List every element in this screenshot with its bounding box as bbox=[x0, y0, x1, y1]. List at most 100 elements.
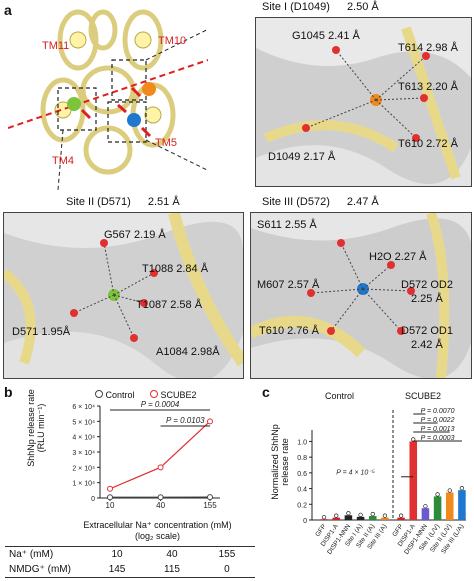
tm10-label: TM10 bbox=[158, 35, 187, 47]
site-i-label-5: D1049 2.17 Å bbox=[268, 151, 336, 163]
bar bbox=[445, 492, 454, 520]
site-i-label-1: G1045 2.41 Å bbox=[292, 30, 360, 42]
panel-b-letter: b bbox=[4, 384, 13, 400]
panel-b-ylabel: ShhNp release rate (RLU min⁻¹) bbox=[26, 389, 46, 467]
x-tick-label: 155 bbox=[203, 501, 217, 508]
site-ii-ion bbox=[67, 97, 81, 111]
replicate-point bbox=[358, 512, 363, 518]
x-tick-label: 10 bbox=[106, 501, 115, 508]
site-iii-label-3: M607 2.57 Å bbox=[257, 279, 320, 291]
replicate-point bbox=[398, 513, 404, 518]
y-tick-label: 1.0 bbox=[297, 439, 307, 446]
protein-overview-illustration bbox=[8, 9, 208, 190]
data-point bbox=[207, 494, 213, 501]
scube2-marker-icon bbox=[150, 390, 158, 398]
bar bbox=[433, 496, 442, 520]
panel-c-ylabel: Normalized ShhNp release rate bbox=[270, 424, 290, 500]
site-i-resolution: 2.50 Å bbox=[346, 1, 379, 13]
bar bbox=[421, 508, 430, 520]
site-i-inset: G1045 2.41 Å T614 2.98 Å T613 2.20 Å T61… bbox=[255, 17, 472, 187]
replicate-point bbox=[382, 513, 388, 518]
table-row: NMDG⁺ (mM) 145 115 0 bbox=[9, 564, 230, 575]
site-ii-title: Site II (D571) bbox=[66, 196, 131, 208]
bar bbox=[344, 515, 353, 520]
y-tick-label: 0 bbox=[303, 518, 307, 525]
group-label-scube2: SCUBE2 bbox=[405, 391, 442, 401]
replicate-point bbox=[321, 515, 327, 520]
pvalue-5: P = 0.0003 bbox=[421, 435, 455, 442]
x-tick-label: 40 bbox=[156, 501, 165, 508]
replicate-point bbox=[447, 488, 452, 493]
y-tick-label: 4 × 10⁴ bbox=[72, 435, 95, 442]
site-iii-resolution: 2.47 Å bbox=[346, 196, 379, 208]
y-tick-label: 5 × 10⁴ bbox=[72, 419, 95, 426]
bar bbox=[356, 516, 365, 520]
data-point bbox=[107, 494, 113, 501]
site-iii-label-2: H2O 2.27 Å bbox=[369, 251, 427, 263]
site-iii-title: Site III (D572) bbox=[262, 196, 330, 208]
bar bbox=[320, 519, 328, 520]
panel-b-xlabel: Extracellular Na⁺ concentration (mM) (lo… bbox=[83, 520, 232, 541]
site-ii-label-1: G567 2.19 Å bbox=[104, 229, 166, 241]
site-iii-label-5: 2.25 Å bbox=[411, 293, 443, 305]
legend-scube2: SCUBE2 bbox=[150, 390, 197, 400]
replicate-point bbox=[435, 492, 440, 497]
site-ii-inset: G567 2.19 Å T1088 2.84 Å T1087 2.58 Å D5… bbox=[3, 212, 244, 379]
y-tick-label: 0.2 bbox=[297, 502, 307, 509]
pvalue-1: P = 0.0004 bbox=[141, 400, 180, 409]
y-tick-label: 0 bbox=[91, 496, 95, 503]
site-iii-label-6: T610 2.76 Å bbox=[259, 325, 319, 337]
pvalue-4: P = 0.0013 bbox=[421, 426, 455, 433]
site-iii-label-7: D572 OD1 bbox=[401, 325, 453, 337]
bar bbox=[381, 517, 389, 520]
control-marker-icon bbox=[95, 390, 103, 398]
bar bbox=[397, 517, 405, 520]
y-tick-label: 1 × 10⁴ bbox=[72, 481, 95, 488]
table-row: Na⁺ (mM) 10 40 155 bbox=[9, 549, 236, 560]
site-ii-resolution: 2.51 Å bbox=[147, 196, 180, 208]
replicate-point bbox=[423, 504, 428, 509]
group-label-control: Control bbox=[325, 391, 355, 401]
pvalue-2: P = 0.0103 bbox=[166, 416, 205, 425]
normalized-release-chart: 00.20.40.60.81.0GFPDISP1-ADISP1-NNNSite … bbox=[297, 408, 466, 556]
y-tick-label: 6 × 10⁴ bbox=[72, 404, 95, 411]
site-iii-ion bbox=[127, 113, 141, 127]
site-ii-label-5: A1084 2.98Å bbox=[156, 346, 220, 358]
site-i-label-2: T614 2.98 Å bbox=[398, 42, 458, 54]
panel-a-letter: a bbox=[4, 2, 12, 18]
site-i-ion bbox=[142, 82, 156, 96]
tm4-label: TM4 bbox=[52, 155, 74, 167]
series-line-1 bbox=[109, 420, 211, 490]
y-tick-label: 0.8 bbox=[297, 455, 307, 462]
site-iii-label-1: S611 2.55 Å bbox=[257, 219, 317, 231]
pvalue-2: P = 0.0070 bbox=[421, 408, 455, 415]
pvalue-3: P = 0.0022 bbox=[421, 417, 455, 424]
bar bbox=[409, 441, 418, 520]
site-iii-label-4: D572 OD2 bbox=[401, 279, 453, 291]
bar bbox=[458, 490, 466, 520]
replicate-point bbox=[459, 485, 465, 491]
site-ii-label-2: T1088 2.84 Å bbox=[142, 263, 209, 275]
y-tick-label: 3 × 10⁴ bbox=[72, 450, 95, 457]
site-iii-inset: S611 2.55 Å H2O 2.27 Å M607 2.57 Å D572 … bbox=[250, 212, 472, 379]
site-i-label-4: T610 2.72 Å bbox=[398, 138, 458, 150]
y-tick-label: 0.6 bbox=[297, 471, 307, 478]
replicate-point bbox=[334, 513, 339, 518]
replicate-point bbox=[370, 511, 375, 517]
data-point bbox=[157, 494, 164, 501]
y-tick-label: 0.4 bbox=[297, 487, 307, 494]
pvalue-1: P = 4 × 10⁻⁵ bbox=[336, 469, 375, 476]
tm5-label: TM5 bbox=[155, 137, 177, 149]
site-iii-label-8: 2.42 Å bbox=[411, 339, 443, 351]
na-concentration-chart: 0 1 × 10⁴ 2 × 10⁴ 3 × 10⁴ 4 × 10⁴ 5 × 10⁴ 6 × … bbox=[72, 400, 220, 508]
data-point bbox=[107, 485, 113, 492]
tm11-label: TM11 bbox=[42, 40, 70, 52]
site-ii-label-3: T1087 2.58 Å bbox=[136, 299, 203, 311]
site-i-label-3: T613 2.20 Å bbox=[398, 81, 458, 93]
ion-table: Na⁺ (mM) 10 40 155 NMDG⁺ (mM) 145 115 0 bbox=[5, 546, 255, 578]
data-point bbox=[157, 464, 164, 471]
data-point bbox=[207, 418, 213, 425]
legend-control: Control bbox=[95, 390, 135, 400]
replicate-point bbox=[346, 511, 351, 516]
bar bbox=[368, 516, 377, 520]
